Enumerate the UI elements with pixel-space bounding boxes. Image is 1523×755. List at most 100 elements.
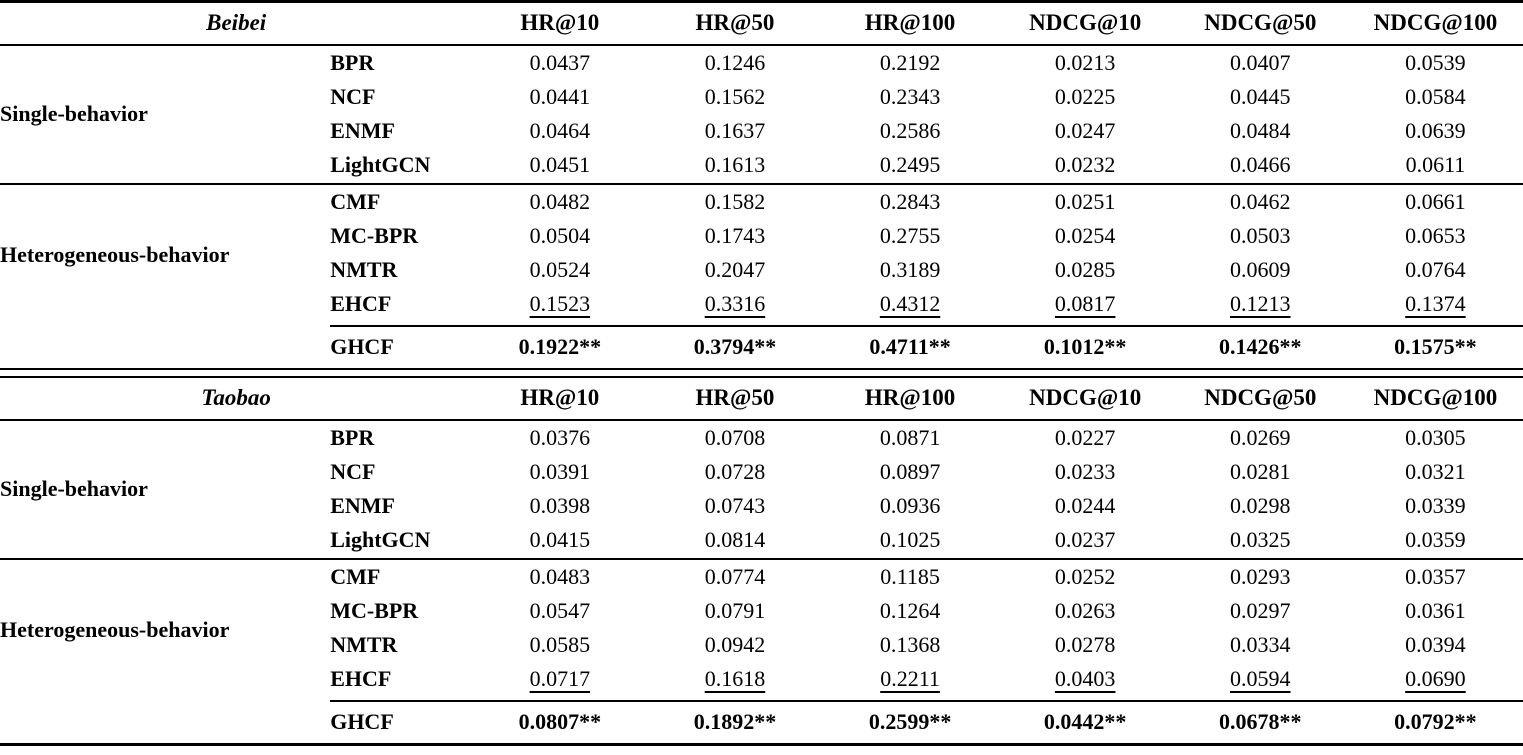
method-label: NMTR (330, 256, 398, 282)
metric-value: 0.0305 (1405, 425, 1466, 451)
metric-header-ndcg10: NDCG@10 (997, 3, 1173, 47)
metric-value: 0.2843 (879, 188, 941, 214)
metric-value-underlined: 0.3316 (704, 290, 766, 316)
metric-value: 0.0445 (1230, 84, 1291, 110)
metric-value: 0.0334 (1230, 631, 1291, 657)
metric-value: 0.0466 (1172, 148, 1348, 185)
metric-value: 0.1246 (704, 50, 766, 76)
metric-value-underlined: 0.4312 (879, 290, 941, 316)
metric-value: 0.0391 (529, 459, 591, 485)
method-label: BPR (330, 425, 375, 451)
metric-value-best: 0.2599** (822, 699, 998, 743)
table-row-nmtr: NMTR 0.0585 0.0942 0.1368 0.0278 0.0334 … (0, 628, 1523, 662)
table-row-cmf: Heterogeneous-behavior CMF 0.0483 0.0774… (0, 559, 1523, 641)
method-label: CMF (330, 563, 381, 589)
metric-header-ndcg50: NDCG@50 (1172, 3, 1348, 47)
metric-value: 0.1264 (879, 597, 941, 623)
method-label: NMTR (330, 631, 398, 657)
metric-value: 0.0244 (1054, 493, 1116, 519)
group-label-heterogeneous-behavior: Heterogeneous-behavior (0, 617, 230, 643)
metric-value: 0.0325 (1172, 523, 1348, 560)
metric-value: 0.0357 (1405, 563, 1466, 589)
metric-value: 0.2192 (879, 50, 941, 76)
metric-value: 0.0936 (879, 493, 941, 519)
metric-value-best: 0.1575** (1347, 324, 1523, 368)
metric-header-hr10: HR@10 (472, 377, 648, 422)
metric-value: 0.0359 (1347, 523, 1523, 560)
metric-value: 0.0585 (529, 631, 591, 657)
table-row-cmf: Heterogeneous-behavior CMF 0.0482 0.1582… (0, 184, 1523, 266)
metric-value-underlined: 0.0403 (1054, 665, 1116, 691)
metric-value: 0.0225 (1054, 84, 1116, 110)
table-row-enmf: ENMF 0.0398 0.0743 0.0936 0.0244 0.0298 … (0, 489, 1523, 523)
metric-header-hr10: HR@10 (472, 3, 648, 47)
metric-value: 0.1025 (822, 523, 998, 560)
metric-value-underlined: 0.0690 (1405, 665, 1466, 691)
metric-header-hr50: HR@50 (647, 3, 823, 47)
metric-value: 0.0653 (1405, 222, 1466, 248)
metric-value: 0.2047 (704, 256, 766, 282)
metric-value: 0.0464 (529, 118, 591, 144)
metric-value-underlined: 0.0817 (1054, 290, 1116, 316)
beibei-header-row: Beibei HR@10 HR@50 HR@100 NDCG@10 NDCG@5… (0, 3, 1523, 47)
metric-value: 0.0871 (879, 425, 941, 451)
metric-value: 0.0942 (704, 631, 766, 657)
metric-value: 0.0398 (529, 493, 591, 519)
taobao-header-row: Taobao HR@10 HR@50 HR@100 NDCG@10 NDCG@5… (0, 377, 1523, 422)
metric-value-best: 0.3794** (647, 324, 823, 368)
metric-value: 0.0213 (1054, 50, 1116, 76)
metric-value: 0.1582 (704, 188, 766, 214)
metric-value: 0.0547 (529, 597, 591, 623)
metric-value-best: 0.4711** (822, 324, 998, 368)
metric-header-hr100: HR@100 (822, 377, 998, 422)
metric-value-underlined: 0.0717 (529, 665, 591, 691)
method-label: LightGCN (330, 148, 473, 185)
metric-value: 0.2495 (822, 148, 998, 185)
beibei-results-table: Beibei HR@10 HR@50 HR@100 NDCG@10 NDCG@5… (0, 3, 1523, 368)
table-row-ncf: NCF 0.0441 0.1562 0.2343 0.0225 0.0445 0… (0, 80, 1523, 114)
group-label-single-behavior: Single-behavior (0, 45, 331, 185)
metric-value: 0.0263 (1054, 597, 1116, 623)
metric-value: 0.0661 (1405, 188, 1466, 214)
metric-value: 0.2586 (879, 118, 941, 144)
metric-value-underlined: 0.0594 (1230, 665, 1291, 691)
table-row-ghcf: GHCF 0.0807** 0.1892** 0.2599** 0.0442**… (0, 699, 1523, 743)
metric-value: 0.0451 (472, 148, 648, 185)
table-row-ehcf: EHCF 0.0717 0.1618 0.2211 0.0403 0.0594 … (0, 662, 1523, 701)
metric-value: 0.0503 (1230, 222, 1291, 248)
metric-value: 0.0394 (1405, 631, 1466, 657)
metric-value: 0.0483 (529, 563, 591, 589)
method-label: ENMF (330, 118, 395, 144)
table-row-ncf: NCF 0.0391 0.0728 0.0897 0.0233 0.0281 0… (0, 455, 1523, 489)
metric-value: 0.0611 (1347, 148, 1523, 185)
metric-value: 0.0278 (1054, 631, 1116, 657)
method-label: EHCF (330, 665, 392, 691)
metric-value: 0.0298 (1230, 493, 1291, 519)
metric-header-hr100: HR@100 (822, 3, 998, 47)
metric-value: 0.0539 (1405, 50, 1466, 76)
metric-value-best: 0.0678** (1172, 699, 1348, 743)
metric-value: 0.0269 (1230, 425, 1291, 451)
metric-value-best: 0.1012** (997, 324, 1173, 368)
metric-value: 0.0415 (472, 523, 648, 560)
metric-value: 0.0281 (1230, 459, 1291, 485)
metric-value-underlined: 0.1618 (704, 665, 766, 691)
metric-value: 0.0361 (1405, 597, 1466, 623)
metric-value: 0.0728 (704, 459, 766, 485)
table-row-mcbpr: MC-BPR 0.0547 0.0791 0.1264 0.0263 0.029… (0, 594, 1523, 628)
metric-value: 0.0897 (879, 459, 941, 485)
method-label-ghcf: GHCF (330, 699, 473, 743)
metric-value: 0.1185 (880, 563, 940, 589)
table-row-enmf: ENMF 0.0464 0.1637 0.2586 0.0247 0.0484 … (0, 114, 1523, 148)
metric-value-best: 0.1426** (1172, 324, 1348, 368)
metric-value: 0.0321 (1405, 459, 1466, 485)
metric-value-best: 0.1922** (472, 324, 648, 368)
metric-value: 0.0237 (997, 523, 1173, 560)
metric-value-best: 0.0807** (472, 699, 648, 743)
table-row-bpr: Single-behavior BPR 0.0376 0.0708 0.0871… (0, 420, 1523, 560)
metric-value: 0.1562 (704, 84, 766, 110)
metric-value: 0.0247 (1054, 118, 1116, 144)
table-row-ehcf: EHCF 0.1523 0.3316 0.4312 0.0817 0.1213 … (0, 287, 1523, 326)
metric-value: 0.0524 (529, 256, 591, 282)
